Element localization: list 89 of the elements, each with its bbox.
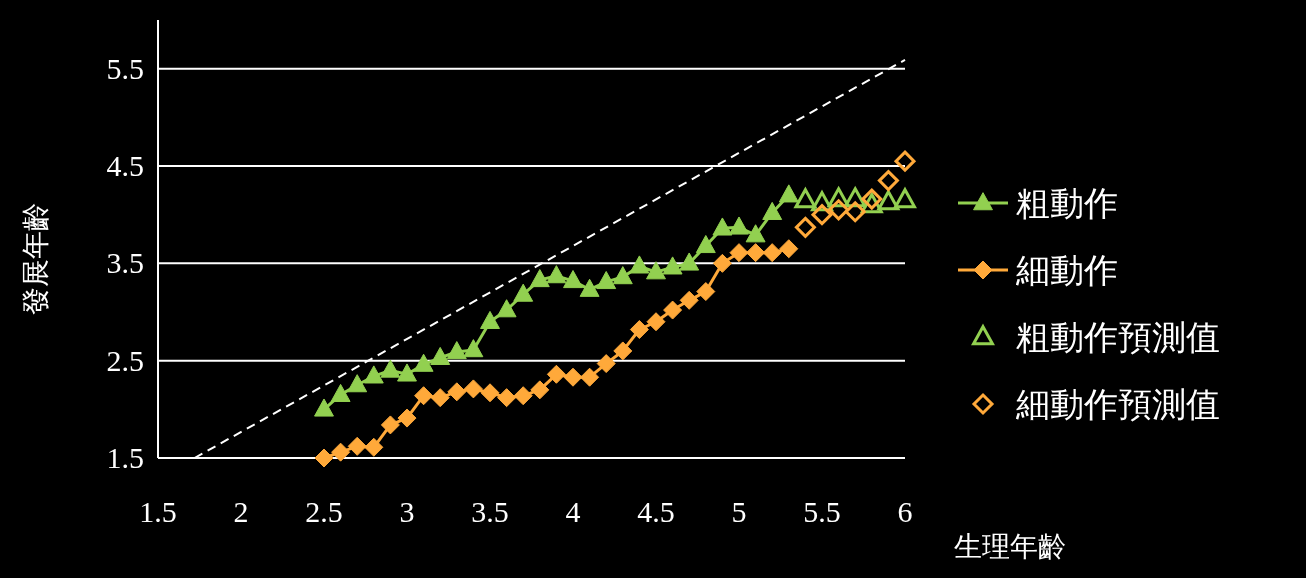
point [762,201,783,220]
x-tick-label: 6 [897,495,913,528]
x-tick-label: 2 [233,495,249,528]
point [546,265,567,284]
point [447,382,467,402]
point [746,243,766,263]
point [314,398,334,417]
point [861,188,883,210]
x-tick-label: 3.5 [471,495,509,528]
point [794,188,817,209]
point [794,216,816,238]
point [513,386,533,406]
point [629,255,650,274]
point [613,341,633,361]
point [579,278,600,297]
point [314,448,334,468]
point [363,365,384,384]
point [646,261,666,280]
point [513,283,534,302]
point [894,188,916,209]
point [430,388,450,408]
point [679,252,700,271]
point [612,266,633,285]
point [729,243,749,263]
point [663,300,683,320]
point [778,184,799,203]
point [695,234,716,254]
legend-label: 細動作預測值 [1015,386,1220,423]
point [364,437,384,457]
y-tick-label: 1.5 [106,441,144,474]
point [779,239,799,259]
x-axis-title: 生理年齡 [954,531,1066,562]
point [380,359,401,378]
point [414,386,434,406]
y-tick-label: 5.5 [106,51,144,85]
point [745,224,766,243]
point [762,243,782,263]
legend-label: 粗動作 [1016,185,1118,222]
point [596,270,617,290]
y-tick-label: 2.5 [106,343,144,377]
point [646,312,666,332]
x-tick-label: 1.5 [139,495,177,528]
point [811,204,833,226]
point [397,363,417,382]
point [331,442,351,462]
y-axis-title: 發展年齡 [20,203,51,315]
x-tick-label: 5.5 [803,495,841,528]
point [712,253,732,273]
point [546,364,566,384]
x-tick-label: 5 [731,495,747,528]
point [347,374,368,393]
point [380,415,400,435]
point [596,354,616,374]
point [712,217,733,236]
point [413,353,434,372]
point [530,380,550,400]
point [629,320,649,340]
point [529,269,550,288]
point [894,150,916,172]
point [397,408,417,428]
y-tick-label: 3.5 [106,246,144,280]
point [463,379,483,399]
point [347,436,367,456]
legend-label: 粗動作預測值 [1016,319,1220,356]
x-tick-label: 4 [565,495,581,528]
point [497,388,517,408]
point [580,367,600,387]
point [446,341,467,360]
point [563,270,583,289]
point [877,170,899,192]
point [480,383,500,403]
point [430,346,451,365]
point [563,367,583,387]
point [844,201,866,223]
point [679,290,699,310]
x-tick-label: 2.5 [305,495,343,528]
point [330,383,351,402]
point [696,282,716,302]
x-tick-label: 4.5 [637,495,675,528]
point [828,199,850,221]
x-tick-label: 3 [399,495,415,528]
point [729,216,749,235]
point [877,190,900,211]
point [496,299,517,318]
point [463,339,484,358]
legend-label: 細動作 [1015,252,1118,289]
point [662,256,683,275]
point [480,310,500,329]
y-tick-label: 4.5 [106,149,144,182]
